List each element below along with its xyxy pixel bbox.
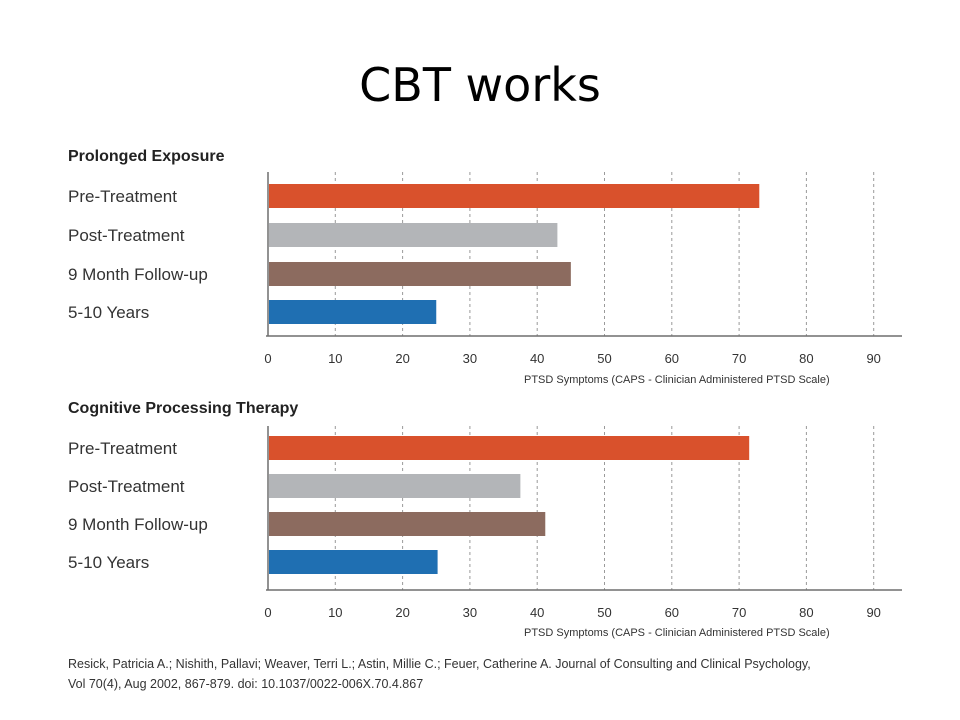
x-tick-label: 40 <box>530 605 544 620</box>
x-tick-label: 60 <box>665 605 679 620</box>
x-tick-label: 40 <box>530 351 544 366</box>
bar <box>269 474 521 498</box>
category-label: 9 Month Follow-up <box>68 515 208 534</box>
x-axis-label: PTSD Symptoms (CAPS - Clinician Administ… <box>524 374 830 386</box>
x-tick-label: 30 <box>463 351 477 366</box>
x-tick-label: 80 <box>799 605 813 620</box>
bar <box>269 300 437 324</box>
citation-line-2: Vol 70(4), Aug 2002, 867-879. doi: 10.10… <box>68 677 424 691</box>
category-label: 5-10 Years <box>68 553 149 572</box>
x-tick-label: 20 <box>395 605 409 620</box>
x-tick-label: 90 <box>866 351 880 366</box>
bar <box>269 512 546 536</box>
slide-title: CBT works <box>359 58 601 112</box>
x-tick-label: 10 <box>328 351 342 366</box>
x-tick-label: 20 <box>395 351 409 366</box>
category-label: Post-Treatment <box>68 226 185 245</box>
x-tick-label: 70 <box>732 605 746 620</box>
citation: Resick, Patricia A.; Nishith, Pallavi; W… <box>68 654 928 694</box>
chart-panel-cognitive-processing-therapy: Cognitive Processing Therapy PTSD Sympto… <box>68 400 902 639</box>
bar <box>269 184 760 208</box>
category-label: Pre-Treatment <box>68 187 177 206</box>
bar <box>269 436 750 460</box>
category-label: Pre-Treatment <box>68 439 177 458</box>
chart-panel-prolonged-exposure: Prolonged Exposure PTSD Symptoms (CAPS -… <box>68 148 902 386</box>
bar <box>269 223 558 247</box>
bar <box>269 262 571 286</box>
category-label: 5-10 Years <box>68 303 149 322</box>
x-tick-label: 50 <box>597 351 611 366</box>
bar <box>269 550 438 574</box>
x-tick-label: 60 <box>665 351 679 366</box>
x-axis-label: PTSD Symptoms (CAPS - Clinician Administ… <box>524 627 830 639</box>
x-tick-label: 90 <box>866 605 880 620</box>
category-label: Post-Treatment <box>68 477 185 496</box>
x-tick-label: 10 <box>328 605 342 620</box>
x-tick-label: 80 <box>799 351 813 366</box>
chart-title: Cognitive Processing Therapy <box>68 400 298 417</box>
category-label: 9 Month Follow-up <box>68 265 208 284</box>
x-tick-label: 0 <box>264 351 271 366</box>
x-tick-label: 30 <box>463 605 477 620</box>
x-tick-label: 0 <box>264 605 271 620</box>
x-tick-label: 70 <box>732 351 746 366</box>
chart-title: Prolonged Exposure <box>68 148 225 165</box>
citation-line-1: Resick, Patricia A.; Nishith, Pallavi; W… <box>68 657 811 671</box>
x-tick-label: 50 <box>597 605 611 620</box>
